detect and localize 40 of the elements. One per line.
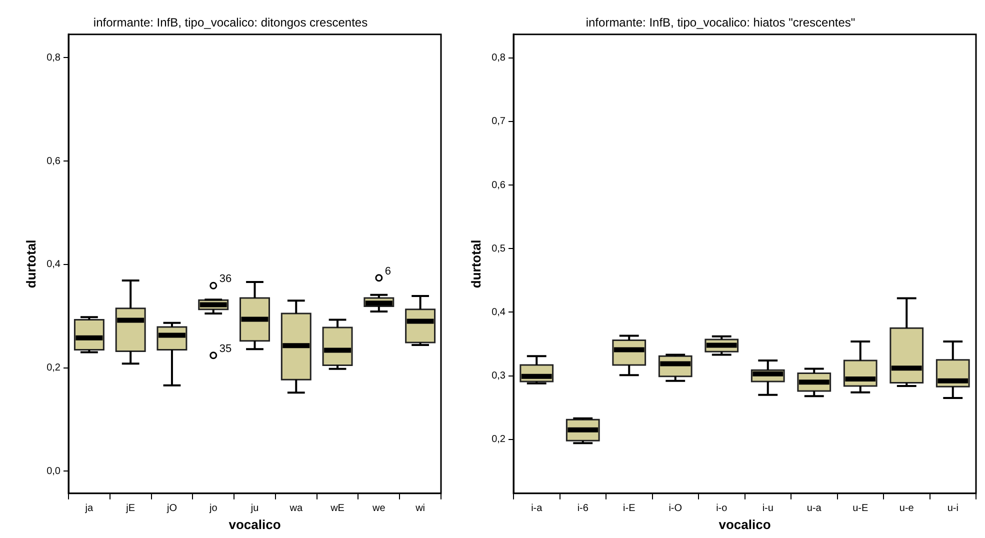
- x-axis-title: vocalico: [228, 516, 281, 532]
- x-tick-label: u-a: [806, 503, 822, 514]
- x-tick-label: i-O: [668, 503, 682, 514]
- x-tick-label: jE: [125, 503, 136, 514]
- y-tick-label: 0,4: [46, 259, 61, 270]
- y-tick-label: 0,2: [46, 362, 61, 374]
- chart-title: informante: InfB, tipo_vocalico: hiatos "crescentes": [586, 16, 856, 30]
- x-tick-label: ju: [250, 503, 259, 514]
- annotation: 36: [219, 273, 232, 286]
- y-tick-label: 0,8: [46, 52, 61, 64]
- x-tick-label: i-u: [762, 503, 774, 514]
- annotation: 6: [384, 265, 392, 278]
- x-axis-title: vocalico: [718, 516, 771, 532]
- x-tick-label: ja: [84, 503, 94, 514]
- x-tick-label: jO: [166, 503, 178, 514]
- x-tick-label: wE: [330, 503, 345, 514]
- x-tick-label: jo: [208, 503, 218, 514]
- x-tick-label: we: [372, 503, 386, 514]
- y-tick-label: 0,4: [492, 306, 506, 318]
- y-tick-label: 0,2: [492, 434, 506, 446]
- x-tick-label: i-E: [623, 503, 636, 514]
- y-tick-label: 0,6: [46, 156, 61, 167]
- y-axis-title: durtotal: [468, 240, 484, 288]
- x-tick-label: i-o: [716, 503, 728, 514]
- x-tick-label: wi: [414, 503, 426, 514]
- y-tick-label: 0,0: [46, 466, 61, 477]
- y-tick-label: 0,7: [492, 116, 506, 128]
- y-tick-label: 0,3: [492, 370, 506, 382]
- x-tick-label: wa: [288, 503, 303, 514]
- y-tick-label: 0,6: [492, 180, 506, 191]
- x-tick-label: i-a: [531, 503, 543, 514]
- y-tick-label: 0,8: [492, 52, 506, 64]
- chart-title: informante: InfB, tipo_vocalico: ditongos crescentes: [93, 16, 368, 30]
- x-tick-label: u-e: [899, 503, 914, 514]
- annotation: 35: [219, 342, 232, 355]
- x-tick-label: u-i: [947, 503, 958, 514]
- x-tick-label: i-6: [577, 503, 589, 514]
- y-axis-title: durtotal: [23, 240, 38, 288]
- y-tick-label: 0,5: [492, 243, 506, 254]
- x-tick-label: u-E: [852, 503, 868, 514]
